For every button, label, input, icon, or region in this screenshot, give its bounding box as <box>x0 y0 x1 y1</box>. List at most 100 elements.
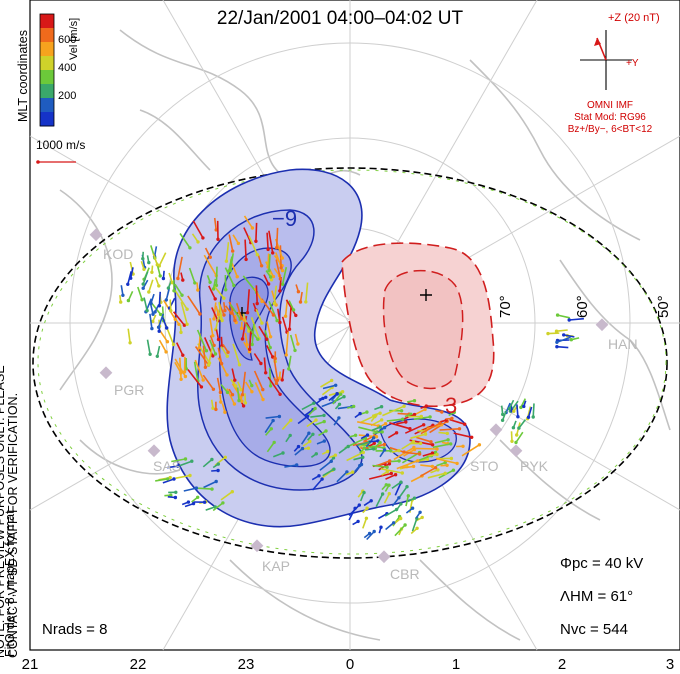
velocity-vector <box>281 419 292 430</box>
vector-origin <box>382 442 387 447</box>
velocity-vector <box>216 377 222 393</box>
vector-origin <box>332 467 336 471</box>
vector-origin <box>211 334 215 338</box>
vector-origin <box>260 299 264 304</box>
vector-origin <box>445 463 449 467</box>
vector-origin <box>225 373 229 377</box>
vector-origin <box>275 318 279 323</box>
vector-origin <box>261 397 265 402</box>
velocity-vector <box>396 460 418 470</box>
vector-origin <box>406 494 410 498</box>
vector-origin <box>295 463 299 467</box>
velocity-vector <box>419 467 436 477</box>
vector-origin <box>280 378 284 382</box>
vector-origin <box>141 286 145 290</box>
vector-origin <box>324 429 328 433</box>
vector-origin <box>555 340 559 344</box>
vector-origin <box>208 255 212 259</box>
vector-origin <box>294 313 298 318</box>
vector-origin <box>351 470 355 474</box>
positive-contour-inner <box>382 269 464 390</box>
vector-origin <box>161 276 166 281</box>
vector-origin <box>226 350 230 354</box>
velocity-vector <box>288 355 292 370</box>
vector-origin <box>402 404 406 408</box>
velocity-vector <box>224 267 235 286</box>
vector-origin <box>240 399 244 403</box>
vector-origin <box>374 435 379 439</box>
colorbar-segment <box>40 84 54 99</box>
vector-origin <box>216 237 220 241</box>
velocity-vector <box>375 493 384 508</box>
colorbar-tick-200: 200 <box>58 90 77 102</box>
vector-origin <box>206 363 211 367</box>
vector-origin <box>291 308 296 312</box>
velocity-vector <box>267 376 281 395</box>
velocity-vector <box>563 334 575 338</box>
station-kap: KAP <box>262 558 291 574</box>
vector-origin <box>365 410 369 414</box>
reference-vector-origin <box>36 160 40 164</box>
vector-origin <box>219 361 224 366</box>
velocity-vector <box>161 317 168 329</box>
vector-origin <box>166 477 170 481</box>
vector-origin <box>153 310 157 314</box>
vector-origin <box>248 347 252 351</box>
map-title: 22/Jan/2001 04:00–04:02 UT <box>216 8 464 29</box>
velocity-vector <box>203 480 217 489</box>
velocity-vector <box>231 368 236 381</box>
vector-origin <box>364 516 369 520</box>
velocity-vector <box>385 522 395 531</box>
velocity-vector <box>220 491 233 501</box>
vector-origin <box>352 404 356 409</box>
vector-origin <box>233 378 237 382</box>
vector-origin <box>165 326 169 330</box>
imf-info: OMNI IMF Stat Mod: RG96 Bz+/By−, 6<BT<12 <box>540 100 680 136</box>
vector-origin <box>194 486 199 490</box>
vector-origin <box>198 312 202 316</box>
velocity-vector <box>158 291 161 306</box>
velocity-vector <box>192 220 204 239</box>
vector-origin <box>278 277 283 281</box>
plot-frame <box>29 0 680 651</box>
velocity-vector <box>174 358 187 377</box>
velocity-vector <box>242 275 258 293</box>
vector-origin <box>418 510 422 514</box>
vector-origin <box>320 477 324 481</box>
vector-origin <box>201 378 205 382</box>
vector-origin <box>275 378 280 382</box>
vector-origin <box>281 451 285 455</box>
vector-origin <box>225 390 230 395</box>
vector-origin <box>362 490 366 495</box>
vector-origin <box>322 419 326 424</box>
vector-origin <box>157 329 161 333</box>
velocity-vector <box>385 473 396 480</box>
vector-origin <box>562 333 566 337</box>
velocity-vector <box>179 460 193 467</box>
velocity-vector <box>232 343 241 366</box>
vector-origin <box>250 226 255 230</box>
vector-origin <box>404 420 408 424</box>
velocity-vector <box>228 234 234 252</box>
velocity-vector <box>209 335 215 346</box>
velocity-vector <box>372 464 388 468</box>
velocity-vector <box>267 253 270 268</box>
vector-origin <box>223 455 227 459</box>
vector-origin <box>250 390 254 394</box>
vector-origin <box>275 246 279 250</box>
vector-origin <box>232 402 237 406</box>
vector-origin <box>218 390 223 395</box>
vector-origin <box>423 407 427 412</box>
vector-origin <box>389 449 393 453</box>
velocity-vector <box>320 379 333 388</box>
vector-origin <box>345 470 349 474</box>
vector-origin <box>501 412 505 417</box>
velocity-vector <box>250 317 260 339</box>
velocity-vector <box>398 486 408 499</box>
velocity-vector <box>202 374 215 390</box>
velocity-vector <box>158 252 167 267</box>
vector-origin <box>210 457 214 462</box>
vector-origin <box>239 316 244 320</box>
velocity-vector <box>394 482 402 496</box>
colorbar-segment <box>40 112 54 127</box>
